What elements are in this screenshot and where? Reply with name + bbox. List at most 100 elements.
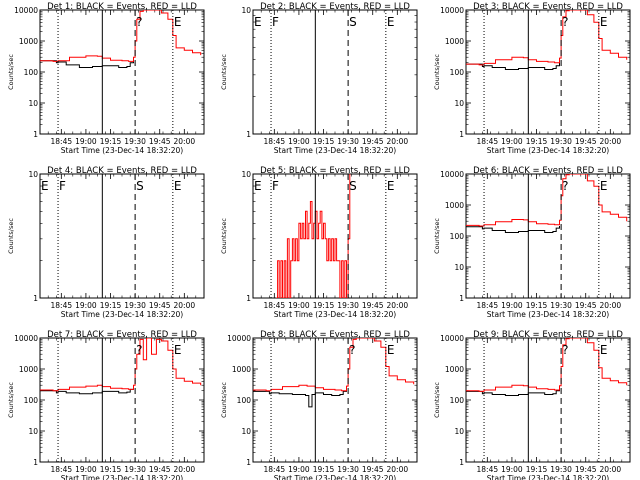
panel-title: Det 9: BLACK = Events, RED = LLD	[473, 330, 623, 340]
time-marker-label: F	[272, 15, 279, 29]
time-marker-label: E	[387, 15, 395, 29]
y-tick-label: 10000	[440, 6, 464, 15]
y-tick-label: 100	[450, 232, 465, 241]
time-marker-label: E	[600, 15, 608, 29]
y-tick-label: 10000	[440, 334, 464, 343]
x-tick-label: 18:45	[477, 137, 499, 146]
time-marker-label: S	[349, 15, 357, 29]
x-tick-label: 19:15	[526, 137, 548, 146]
series-events-line	[253, 389, 347, 408]
x-tick-label: 19:00	[288, 301, 310, 310]
y-tick-label: 1	[246, 458, 251, 467]
panel-title: Det 6: BLACK = Events, RED = LLD	[473, 166, 623, 176]
plot-area	[40, 10, 202, 134]
plot-area	[466, 10, 628, 134]
y-tick-label: 100	[450, 68, 465, 77]
plot-area	[466, 174, 628, 298]
panel-title: Det 3: BLACK = Events, RED = LLD	[473, 2, 623, 12]
series-lld-line	[40, 10, 202, 62]
series-lld-line	[253, 338, 415, 392]
plot-area	[253, 10, 387, 134]
x-axis-label: Start Time (23-Dec-14 18:32:20)	[274, 310, 396, 319]
plot-area	[253, 174, 387, 298]
y-axis-label: Counts/sec	[220, 382, 228, 418]
time-marker-label: E	[174, 179, 182, 193]
panel-1: Det 1: BLACK = Events, RED = LLD 1 10 100 10…	[7, 2, 205, 155]
time-marker-label: ?	[562, 15, 568, 29]
x-tick-label: 19:15	[100, 465, 122, 474]
time-marker-label: E	[254, 179, 262, 193]
y-tick-label: 10	[241, 6, 251, 15]
time-marker-label: ?	[562, 179, 568, 193]
panel-title: Det 7: BLACK = Events, RED = LLD	[47, 330, 197, 340]
x-axis-label: Start Time (23-Dec-14 18:32:20)	[487, 474, 609, 480]
x-tick-label: 19:45	[149, 465, 171, 474]
panel-8: Det 8: BLACK = Events, RED = LLD 1 10 100 10…	[220, 330, 418, 480]
y-tick-label: 10000	[440, 170, 464, 179]
panel-9: Det 9: BLACK = Events, RED = LLD 1 10 100 10…	[433, 330, 631, 480]
x-tick-label: 19:15	[313, 137, 335, 146]
time-marker-label: E	[387, 343, 395, 357]
y-tick-label: 1000	[445, 37, 464, 46]
x-tick-label: 19:45	[575, 465, 597, 474]
time-marker-label: E	[600, 179, 608, 193]
y-tick-label: 1000	[445, 201, 464, 210]
time-marker-label: S	[349, 179, 357, 193]
series-events-line	[466, 62, 560, 70]
series-lld-line	[466, 338, 628, 392]
x-tick-label: 20:00	[387, 137, 409, 146]
x-tick-label: 19:15	[313, 465, 335, 474]
y-axis-label: Counts/sec	[433, 54, 441, 90]
x-tick-label: 20:00	[387, 465, 409, 474]
x-tick-label: 20:00	[600, 465, 622, 474]
x-tick-label: 19:00	[75, 465, 97, 474]
x-tick-label: 18:45	[51, 301, 73, 310]
x-axis-label: Start Time (23-Dec-14 18:32:20)	[487, 146, 609, 155]
y-axis-label: Counts/sec	[220, 54, 228, 90]
panel-title: Det 4: BLACK = Events, RED = LLD	[47, 166, 197, 176]
time-marker-label: ?	[349, 343, 355, 357]
x-tick-label: 18:45	[264, 301, 286, 310]
x-tick-label: 19:00	[501, 301, 523, 310]
y-tick-label: 1	[459, 130, 464, 139]
x-tick-label: 20:00	[174, 465, 196, 474]
panel-title: Det 1: BLACK = Events, RED = LLD	[47, 2, 197, 12]
x-tick-label: 19:00	[75, 301, 97, 310]
time-marker-label: ?	[136, 15, 142, 29]
x-tick-label: 19:15	[526, 465, 548, 474]
panel-3: Det 3: BLACK = Events, RED = LLD 1 10 100 10…	[433, 2, 631, 155]
series-events-line	[466, 388, 560, 396]
y-axis-label: Counts/sec	[433, 382, 441, 418]
panel-title: Det 8: BLACK = Events, RED = LLD	[260, 330, 410, 340]
y-tick-label: 1	[246, 130, 251, 139]
y-tick-label: 1	[33, 294, 38, 303]
x-axis-label: Start Time (23-Dec-14 18:32:20)	[61, 310, 183, 319]
y-tick-label: 100	[24, 396, 39, 405]
y-tick-label: 100	[237, 396, 252, 405]
x-axis-label: Start Time (23-Dec-14 18:32:20)	[274, 146, 396, 155]
y-tick-label: 10	[454, 263, 464, 272]
y-tick-label: 10	[28, 99, 38, 108]
x-tick-label: 19:30	[550, 137, 572, 146]
x-tick-label: 18:45	[51, 465, 73, 474]
y-tick-label: 1000	[19, 365, 38, 374]
y-tick-label: 10	[28, 427, 38, 436]
x-axis-label: Start Time (23-Dec-14 18:32:20)	[487, 310, 609, 319]
y-tick-label: 1	[459, 458, 464, 467]
x-tick-label: 19:45	[575, 137, 597, 146]
y-tick-label: 10	[28, 170, 38, 179]
time-marker-label: E	[387, 179, 395, 193]
x-tick-label: 19:15	[313, 301, 335, 310]
x-tick-label: 19:30	[550, 301, 572, 310]
y-tick-label: 10000	[14, 6, 38, 15]
x-tick-label: 19:15	[526, 301, 548, 310]
y-tick-label: 1	[33, 130, 38, 139]
time-marker-label: ?	[562, 343, 568, 357]
x-tick-label: 20:00	[387, 301, 409, 310]
time-marker-label: F	[272, 179, 279, 193]
x-tick-label: 19:00	[288, 137, 310, 146]
time-marker-label: E	[174, 343, 182, 357]
y-axis-label: Counts/sec	[7, 54, 15, 90]
x-axis-label: Start Time (23-Dec-14 18:32:20)	[61, 474, 183, 480]
time-marker-label: F	[59, 179, 66, 193]
